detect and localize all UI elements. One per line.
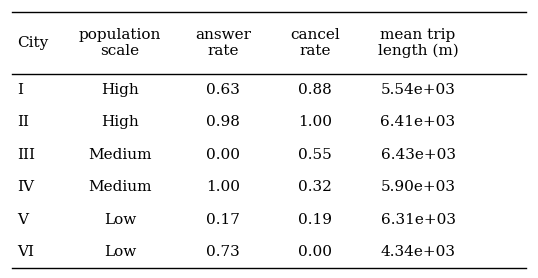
Text: 5.54e+03: 5.54e+03 bbox=[380, 83, 456, 97]
Text: Medium: Medium bbox=[88, 148, 152, 162]
Text: 6.41e+03: 6.41e+03 bbox=[380, 115, 456, 130]
Text: High: High bbox=[101, 83, 139, 97]
Text: Low: Low bbox=[104, 245, 136, 259]
Text: 1.00: 1.00 bbox=[298, 115, 332, 130]
Text: 0.17: 0.17 bbox=[206, 213, 240, 227]
Text: 6.43e+03: 6.43e+03 bbox=[380, 148, 456, 162]
Text: population
scale: population scale bbox=[79, 28, 161, 58]
Text: V: V bbox=[17, 213, 29, 227]
Text: 0.19: 0.19 bbox=[298, 213, 332, 227]
Text: mean trip
length (m): mean trip length (m) bbox=[378, 28, 458, 58]
Text: III: III bbox=[17, 148, 36, 162]
Text: VI: VI bbox=[17, 245, 34, 259]
Text: cancel
rate: cancel rate bbox=[291, 28, 340, 58]
Text: I: I bbox=[17, 83, 24, 97]
Text: 5.90e+03: 5.90e+03 bbox=[380, 180, 456, 194]
Text: 0.00: 0.00 bbox=[206, 148, 240, 162]
Text: 4.34e+03: 4.34e+03 bbox=[380, 245, 456, 259]
Text: 0.32: 0.32 bbox=[298, 180, 332, 194]
Text: 0.00: 0.00 bbox=[298, 245, 332, 259]
Text: High: High bbox=[101, 115, 139, 130]
Text: 1.00: 1.00 bbox=[206, 180, 240, 194]
Text: City: City bbox=[17, 36, 49, 50]
Text: 6.31e+03: 6.31e+03 bbox=[380, 213, 456, 227]
Text: 0.55: 0.55 bbox=[299, 148, 332, 162]
Text: II: II bbox=[17, 115, 30, 130]
Text: 0.98: 0.98 bbox=[206, 115, 240, 130]
Text: 0.88: 0.88 bbox=[299, 83, 332, 97]
Text: Low: Low bbox=[104, 213, 136, 227]
Text: answer
rate: answer rate bbox=[195, 28, 251, 58]
Text: 0.73: 0.73 bbox=[206, 245, 239, 259]
Text: IV: IV bbox=[17, 180, 34, 194]
Text: 0.63: 0.63 bbox=[206, 83, 240, 97]
Text: Medium: Medium bbox=[88, 180, 152, 194]
